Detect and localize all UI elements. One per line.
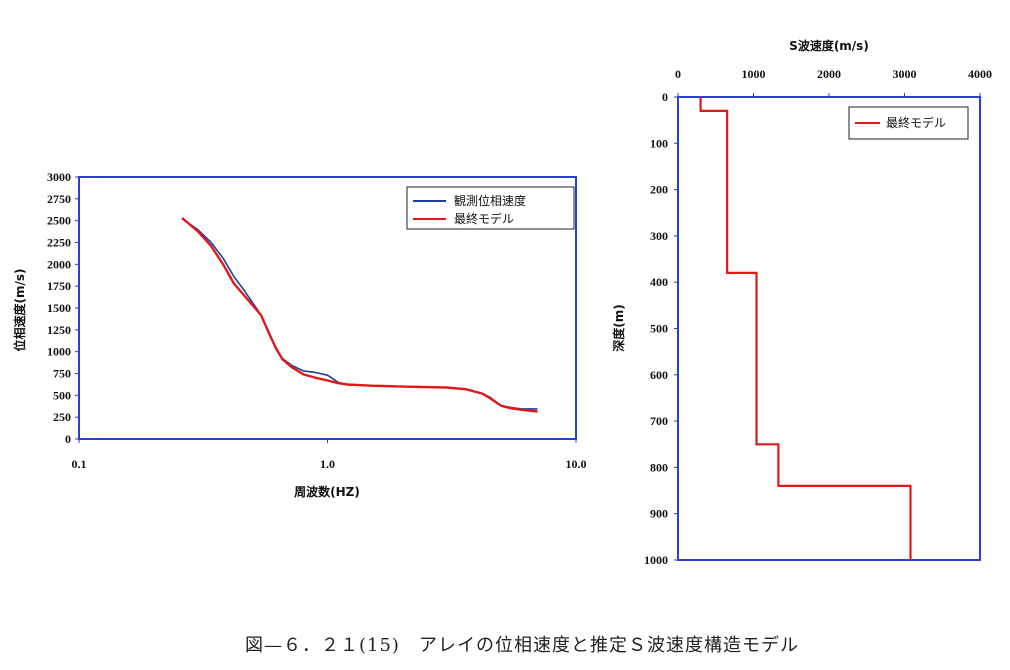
figure-caption: 図—６．２１(15) アレイの位相速度と推定Ｓ波速度構造モデル [245, 635, 799, 656]
left-x-tick-label: 10.0 [566, 457, 587, 471]
series-line-final-model [181, 217, 538, 413]
legend-label-observed: 観測位相速度 [454, 193, 526, 208]
right-x-tick-label: 0 [675, 67, 681, 81]
right-x-axis-label: S波速度(m/s) [789, 38, 869, 53]
phase-velocity-chart: 0 250 500 750 1000 1250 1500 1750 2000 2250 2500 27… [12, 170, 587, 499]
right-y-ticks: 0 100 200 300 400 500 600 700 800 900 1000 [644, 90, 678, 567]
right-x-tick-label: 4000 [968, 67, 992, 81]
s-wave-profile-chart: 0 100 200 300 400 500 600 700 800 900 1000 0 1000 20… [611, 38, 992, 567]
right-y-tick-label: 300 [650, 229, 668, 243]
left-x-tick-label: 0.1 [72, 457, 87, 471]
legend-label-final-model: 最終モデル [454, 211, 514, 226]
left-y-tick-label: 250 [53, 410, 71, 424]
right-y-tick-label: 600 [650, 368, 668, 382]
right-y-tick-label: 100 [650, 136, 668, 150]
right-y-tick-label: 400 [650, 275, 668, 289]
legend-label-final-model-right: 最終モデル [886, 115, 946, 130]
left-y-tick-label: 1000 [47, 345, 71, 359]
left-y-tick-label: 1750 [47, 279, 71, 293]
left-x-tick-label: 1.0 [320, 457, 335, 471]
right-x-tick-label: 3000 [893, 67, 917, 81]
right-x-tick-label: 1000 [742, 67, 766, 81]
left-x-ticks: 0.1 1.0 10.0 [72, 439, 587, 471]
left-series-lines [181, 217, 538, 413]
left-y-tick-label: 2000 [47, 257, 71, 271]
right-y-tick-label: 200 [650, 183, 668, 197]
right-y-tick-label: 1000 [644, 553, 668, 567]
right-y-tick-label: 700 [650, 414, 668, 428]
right-legend: 最終モデル [848, 106, 969, 140]
series-line-observed [181, 218, 538, 410]
left-y-tick-label: 3000 [47, 170, 71, 184]
left-y-tick-label: 2500 [47, 214, 71, 228]
left-y-tick-label: 1500 [47, 301, 71, 315]
left-y-tick-label: 2750 [47, 192, 71, 206]
right-y-tick-label: 0 [662, 90, 668, 104]
right-y-tick-label: 500 [650, 322, 668, 336]
left-y-tick-label: 750 [53, 367, 71, 381]
series-line-vs-profile [699, 97, 912, 560]
left-y-tick-label: 2250 [47, 236, 71, 250]
right-x-tick-label: 2000 [817, 67, 841, 81]
right-y-tick-label: 900 [650, 507, 668, 521]
left-legend-box [406, 186, 575, 230]
right-series-lines [699, 97, 912, 560]
right-plot-frame [677, 96, 981, 561]
right-x-ticks: 0 1000 2000 3000 4000 [675, 67, 992, 97]
left-y-axis-label: 位相速度(m/s) [12, 269, 27, 352]
left-y-tick-label: 500 [53, 388, 71, 402]
right-y-axis-label: 深度(m) [611, 304, 626, 351]
left-x-axis-label: 周波数(HZ) [294, 484, 360, 499]
left-y-ticks: 0 250 500 750 1000 1250 1500 1750 2000 2250 2500 27… [47, 170, 79, 446]
left-legend: 観測位相速度 最終モデル [406, 186, 575, 230]
left-y-tick-label: 0 [65, 432, 71, 446]
left-y-tick-label: 1250 [47, 323, 71, 337]
right-y-tick-label: 800 [650, 460, 668, 474]
